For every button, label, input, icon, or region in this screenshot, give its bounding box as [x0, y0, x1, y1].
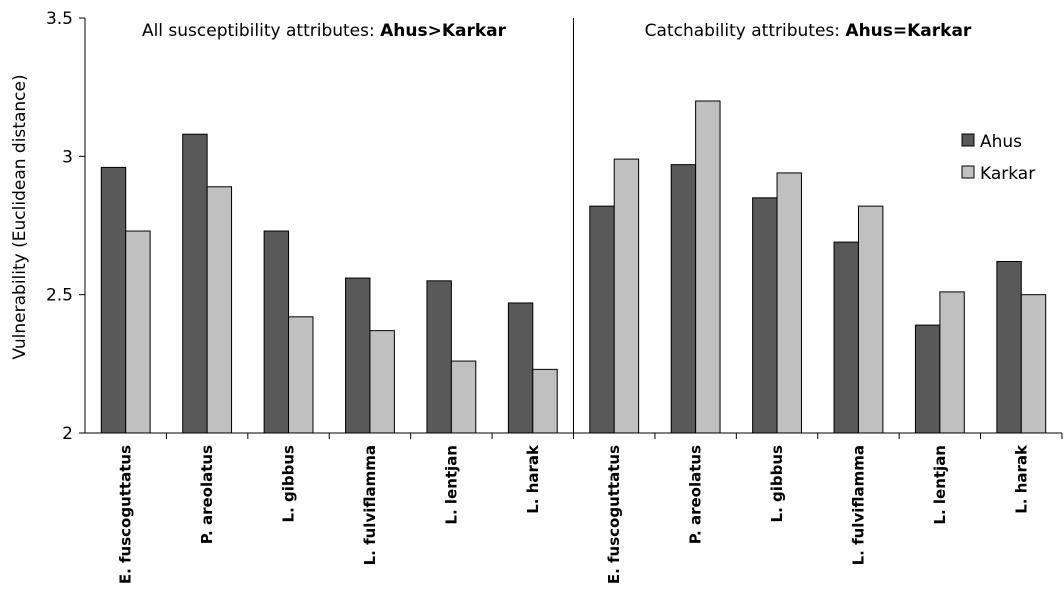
category-label: L. fulviflamma — [361, 445, 379, 565]
bar-ahus — [589, 205, 615, 434]
y-tick-label: 3.5 — [46, 9, 73, 29]
bar-ahus — [345, 277, 371, 434]
category-label: E. fuscoguttatus — [605, 445, 623, 584]
bar-ahus — [507, 302, 534, 434]
legend-swatch-ahus — [961, 133, 975, 147]
legend: Ahus Karkar — [961, 132, 1035, 184]
bar-karkar — [450, 360, 477, 434]
bar-karkar — [288, 316, 314, 434]
bar-karkar — [206, 186, 233, 434]
bar-karkar — [369, 330, 395, 434]
bar-karkar — [939, 291, 965, 434]
bar-ahus — [263, 230, 290, 434]
category-label: P. areolatus — [198, 445, 216, 544]
panel-2-title-bold: Ahus=Karkar — [845, 21, 972, 41]
bar-ahus — [833, 241, 859, 434]
bar-karkar — [1020, 294, 1047, 434]
panel-2-title: Catchability attributes: Ahus=Karkar — [645, 21, 972, 41]
bar-karkar — [125, 230, 151, 434]
y-tick-label: 2 — [62, 424, 73, 444]
category-label: L. gibbus — [280, 445, 298, 523]
bar-ahus — [670, 164, 697, 434]
panel-1-title-bold: Ahus>Karkar — [380, 21, 507, 41]
legend-label-karkar: Karkar — [980, 164, 1035, 184]
category-label: L. lentjan — [931, 445, 949, 525]
category-label: L. harak — [1012, 444, 1030, 514]
bar-ahus — [996, 260, 1022, 434]
bar-karkar — [857, 205, 884, 434]
panel-1-title-prefix: All susceptibility attributes: — [142, 21, 380, 41]
bar-ahus — [914, 324, 941, 434]
bar-karkar — [613, 158, 640, 434]
bar-karkar — [532, 368, 558, 434]
panel-1-title: All susceptibility attributes: Ahus>Kark… — [142, 21, 507, 41]
legend-swatch-karkar — [961, 165, 975, 179]
category-label: P. areolatus — [687, 445, 705, 544]
panel-2-title-prefix: Catchability attributes: — [645, 21, 846, 41]
category-label: L. fulviflamma — [849, 445, 867, 565]
bar-ahus — [100, 166, 127, 434]
category-label: L. lentjan — [442, 445, 460, 525]
legend-label-ahus: Ahus — [980, 132, 1022, 152]
y-axis-label: Vulnerability (Euclidean distance) — [10, 74, 30, 359]
y-tick-label: 2.5 — [46, 286, 73, 306]
bar-ahus — [182, 133, 208, 434]
category-label: L. gibbus — [768, 445, 786, 523]
bar-ahus — [752, 197, 778, 434]
category-label: L. harak — [524, 444, 542, 514]
bar-karkar — [776, 172, 802, 434]
bar-karkar — [695, 100, 721, 434]
y-tick-label: 3 — [62, 147, 73, 167]
bar-ahus — [426, 280, 452, 434]
category-label: E. fuscoguttatus — [117, 445, 135, 584]
